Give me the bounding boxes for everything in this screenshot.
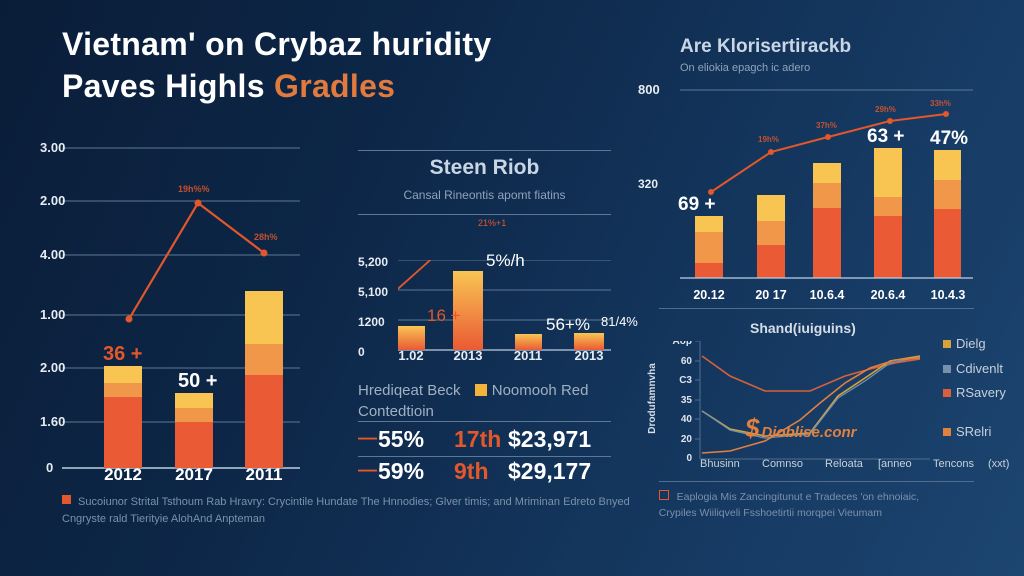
svg-text:28h%: 28h% bbox=[254, 232, 278, 242]
svg-text:800: 800 bbox=[638, 82, 660, 97]
svg-text:2.00: 2.00 bbox=[40, 360, 65, 375]
svg-text:20: 20 bbox=[681, 434, 693, 445]
svg-text:4.00: 4.00 bbox=[40, 247, 65, 262]
svg-text:19h%: 19h% bbox=[758, 135, 779, 144]
svg-text:63 +: 63 + bbox=[867, 126, 905, 147]
svg-text:Aop: Aop bbox=[673, 341, 692, 347]
svg-text:47%: 47% bbox=[930, 128, 968, 149]
svg-text:2017: 2017 bbox=[175, 465, 213, 480]
svg-text:50 +: 50 + bbox=[178, 370, 217, 392]
svg-text:3.00: 3.00 bbox=[40, 140, 65, 155]
svg-text:1.00: 1.00 bbox=[40, 307, 65, 322]
svg-text:2011: 2011 bbox=[246, 465, 283, 480]
svg-text:36 +: 36 + bbox=[103, 343, 142, 365]
svg-text:35: 35 bbox=[681, 395, 693, 406]
svg-text:60: 60 bbox=[681, 356, 693, 367]
svg-text:2012: 2012 bbox=[104, 465, 142, 480]
svg-text:320: 320 bbox=[638, 177, 658, 191]
svg-text:1.60: 1.60 bbox=[40, 414, 65, 429]
svg-text:33h%: 33h% bbox=[930, 99, 951, 108]
svg-text:37h%: 37h% bbox=[816, 121, 837, 130]
svg-text:40: 40 bbox=[681, 414, 693, 425]
svg-text:0: 0 bbox=[686, 453, 692, 461]
svg-text:C3: C3 bbox=[679, 375, 692, 386]
svg-text:69 +: 69 + bbox=[678, 194, 716, 215]
svg-text:29h%: 29h% bbox=[875, 105, 896, 114]
svg-text:2.00: 2.00 bbox=[40, 193, 65, 208]
svg-text:19h%%: 19h%% bbox=[178, 184, 210, 194]
svg-text:0: 0 bbox=[46, 460, 53, 475]
